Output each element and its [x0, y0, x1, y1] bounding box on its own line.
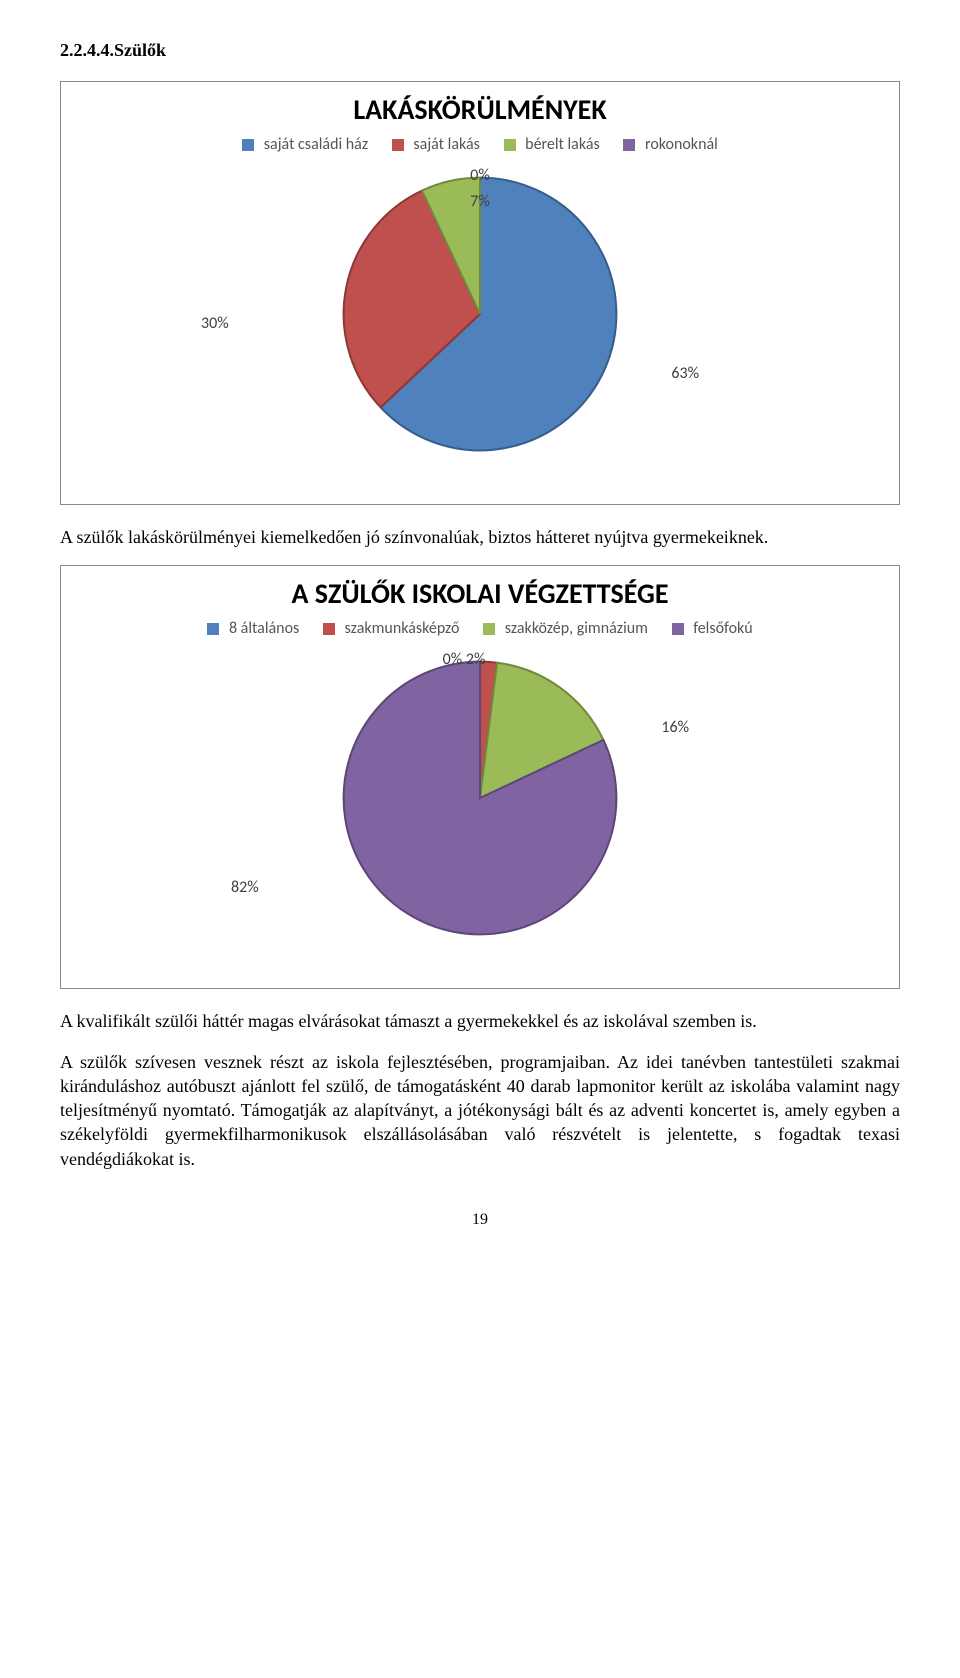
paragraph: A kvalifikált szülői háttér magas elvárá…	[60, 1009, 900, 1033]
legend-item: saját családi ház	[242, 135, 368, 154]
legend-item: bérelt lakás	[504, 135, 600, 154]
pie-label-right: 63%	[671, 364, 699, 383]
legend-item: 8 általános	[207, 619, 299, 638]
legend-swatch	[207, 623, 219, 635]
pie-label-below-top: 7%	[470, 192, 490, 211]
paragraph: A szülők szívesen vesznek részt az iskol…	[60, 1050, 900, 1171]
legend-label: rokonoknál	[645, 135, 718, 154]
chart-housing-title: LAKÁSKÖRÜLMÉNYEK	[81, 92, 879, 127]
pie-label-left: 82%	[231, 878, 259, 897]
chart-education-legend: 8 általános szakmunkásképző szakközép, g…	[81, 619, 879, 638]
legend-swatch	[623, 139, 635, 151]
chart-education-title: A SZÜLŐK ISKOLAI VÉGZETTSÉGE	[81, 576, 879, 611]
chart-housing-legend: saját családi ház saját lakás bérelt lak…	[81, 135, 879, 154]
page-number: 19	[60, 1211, 900, 1229]
legend-swatch	[392, 139, 404, 151]
chart-housing-pie-area: 0% 7% 30% 63%	[81, 164, 879, 484]
legend-swatch	[242, 139, 254, 151]
legend-label: saját családi ház	[264, 135, 368, 154]
legend-label: bérelt lakás	[525, 135, 600, 154]
section-heading: 2.2.4.4.Szülők	[60, 40, 900, 61]
legend-item: szakközép, gimnázium	[483, 619, 648, 638]
pie-label-left: 30%	[201, 314, 229, 333]
chart-housing: LAKÁSKÖRÜLMÉNYEK saját családi ház saját…	[60, 81, 900, 505]
legend-item: saját lakás	[392, 135, 480, 154]
legend-item: rokonoknál	[623, 135, 717, 154]
legend-label: felsőfokú	[693, 619, 752, 638]
legend-label: szakközép, gimnázium	[505, 619, 648, 638]
pie-chart-icon	[330, 648, 630, 948]
legend-swatch	[483, 623, 495, 635]
legend-label: saját lakás	[413, 135, 480, 154]
legend-swatch	[672, 623, 684, 635]
legend-label: 8 általános	[229, 619, 299, 638]
pie-label-top-left: 0% 2%	[443, 650, 486, 669]
legend-swatch	[323, 623, 335, 635]
pie-label-right: 16%	[661, 718, 689, 737]
legend-swatch	[504, 139, 516, 151]
chart-education-pie-area: 0% 2% 16% 82%	[81, 648, 879, 968]
legend-label: szakmunkásképző	[345, 619, 460, 638]
legend-item: felsőfokú	[672, 619, 753, 638]
legend-item: szakmunkásképző	[323, 619, 460, 638]
pie-label-top: 0%	[470, 166, 490, 185]
paragraph: A szülők lakáskörülményei kiemelkedően j…	[60, 525, 900, 549]
chart-education: A SZÜLŐK ISKOLAI VÉGZETTSÉGE 8 általános…	[60, 565, 900, 989]
